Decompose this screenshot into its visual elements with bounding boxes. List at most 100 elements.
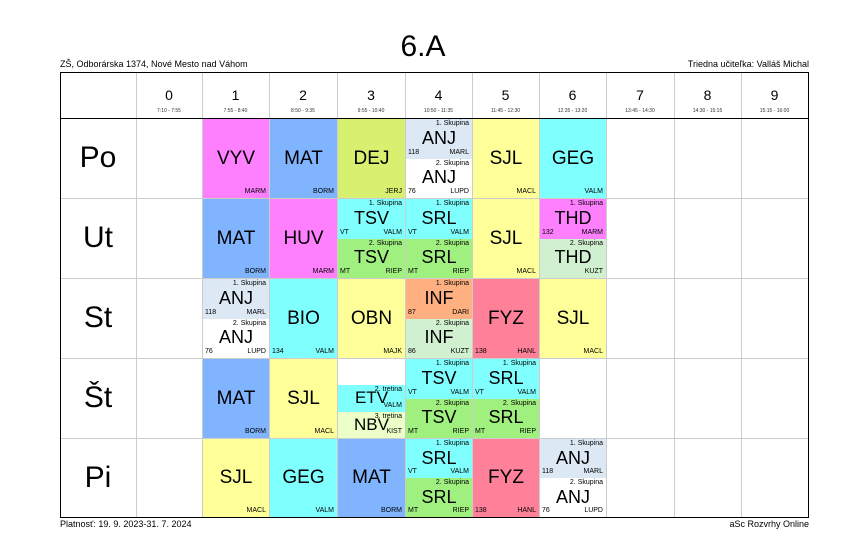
lesson-group: 2. Skupina [368,239,402,247]
lesson-subject: MAT [284,147,323,169]
day-label: Ut [83,221,113,254]
day-label: Pi [84,460,112,494]
lesson-cell[interactable]: MAT BORM [338,439,405,517]
lesson-cell[interactable]: DEJ JERJ [338,119,405,198]
lesson-cell[interactable]: INF 2. Skupina KUZT 86 [406,318,472,358]
lesson-subject: SRL [421,447,457,468]
lesson-cell[interactable]: ANJ 1. Skupina MARL 118 [406,119,472,159]
grid-vline [539,73,540,517]
lesson-cell[interactable]: SRL 1. Skupina VALM VT [473,359,539,399]
lesson-group: 3. tretina [374,412,402,420]
lesson-teacher: BORM [245,428,266,435]
lesson-teacher: VALM [383,401,402,409]
lesson-cell[interactable]: OBN MAJK [338,279,405,358]
lesson-teacher: RIEP [452,507,469,514]
lesson-teacher: VALM [450,228,469,236]
period-time: 13:45 - 14:30 [625,108,655,114]
lesson-cell[interactable]: INF 1. Skupina DARI 87 [406,279,472,319]
grid-hline [61,278,808,279]
lesson-subject: SJL [556,307,590,329]
lesson-cell[interactable]: ETV 2. tretina VALM [338,385,405,412]
lesson-subject: OBN [350,307,393,329]
lesson-cell[interactable]: ANJ 1. Skupina MARL 118 [203,279,269,319]
lesson-cell[interactable]: SRL 2. Skupina RIEP MT [406,478,472,517]
lesson-cell[interactable]: ANJ 1. Skupina MARL 118 [540,439,606,478]
lesson-teacher: LUPD [247,348,266,355]
lesson-teacher: RIEP [452,428,469,435]
lesson-cell[interactable]: SRL 1. Skupina VALM VT [406,199,472,239]
lesson-cell[interactable]: TSV 1. Skupina VALM VT [406,359,472,399]
lesson-subject: SRL [488,367,524,388]
lesson-cell[interactable]: FYZ HANL 138 [473,439,539,517]
lesson-subject: MAT [216,387,256,409]
lesson-cell[interactable]: VYV MARM [203,119,269,198]
lesson-cell[interactable]: GEG VALM [270,439,337,517]
period-time: 11:45 - 12:30 [490,108,521,114]
lesson-teacher: LUPD [584,507,603,514]
lesson-cell[interactable]: FYZ HANL 138 [473,279,539,358]
school-name: ZŠ, Odborárska 1374, Nové Mesto nad Váho… [60,59,248,69]
lesson-cell[interactable]: ANJ 2. Skupina LUPD 76 [406,158,472,198]
grid-vline [674,73,675,517]
period-header: 9 15:15 - 16:00 [741,73,808,117]
lesson-cell[interactable]: MAT BORM [270,119,337,198]
lesson-room: 86 [408,348,416,355]
lesson-teacher: HANL [517,348,536,355]
lesson-group: 2. tretina [374,386,402,394]
lesson-teacher: LUPD [450,188,469,195]
lesson-group: 1. Skupina [368,200,402,207]
lesson-cell[interactable]: SJL MACL [540,279,606,358]
lesson-group: 2. Skupina [569,479,603,486]
grid-vline [136,73,137,517]
lesson-cell[interactable]: SJL MACL [473,199,539,278]
lesson-cell[interactable]: MAT BORM [203,199,269,278]
lesson-cell[interactable]: ANJ 2. Skupina LUPD 76 [540,478,606,517]
lesson-cell[interactable]: SRL 2. Skupina RIEP MT [406,238,472,278]
lesson-subject: THD [554,207,592,228]
period-header: 7 13:45 - 14:30 [606,73,674,117]
lesson-teacher: MACL [314,428,334,435]
lesson-group: 1. Skupina [502,360,536,367]
period-number: 7 [636,87,644,103]
lesson-room: 138 [475,348,487,355]
lesson-room: 76 [408,188,416,195]
period-number: 8 [703,87,712,103]
period-header: 2 8:50 - 9:35 [269,73,337,117]
period-time: 8:50 - 9:35 [291,108,315,114]
lesson-cell[interactable]: MAT BORM [203,359,269,438]
lesson-cell[interactable]: ANJ 2. Skupina LUPD 76 [203,318,269,358]
lesson-teacher: MARL [583,468,603,475]
lesson-group: 1. Skupina [232,280,266,287]
lesson-cell[interactable]: SRL 2. Skupina RIEP MT [473,398,539,438]
lesson-teacher: MARM [312,268,334,275]
lesson-teacher: VALM [517,388,536,396]
lesson-room: 134 [272,348,284,355]
lesson-cell[interactable]: TSV 2. Skupina RIEP MT [338,238,405,278]
lesson-cell[interactable]: SJL MACL [270,359,337,438]
lesson-cell[interactable]: SJL MACL [203,439,269,517]
lesson-room: MT [408,268,419,275]
lesson-subject: SJL [287,387,320,409]
lesson-teacher: JERJ [385,188,402,195]
lesson-cell[interactable]: GEG VALM [540,119,606,198]
lesson-cell[interactable]: THD 2. Skupina KUZT [540,238,606,278]
lesson-room: 76 [205,348,213,355]
lesson-room: 138 [475,507,487,514]
lesson-cell[interactable]: NBV 3. tretina KIST [338,411,405,438]
lesson-room: 118 [408,148,420,156]
lesson-group: 2. Skupina [435,239,469,247]
period-time: 15:15 - 16:00 [759,108,790,114]
lesson-cell[interactable]: THD 1. Skupina MARM 132 [540,199,606,239]
lesson-subject: TSV [353,207,389,228]
lesson-cell[interactable]: TSV 2. Skupina RIEP MT [406,398,472,438]
lesson-room: MT [408,507,419,514]
grid-vline [741,73,742,517]
lesson-cell[interactable]: TSV 1. Skupina VALM VT [338,199,405,239]
lesson-cell[interactable]: SJL MACL [473,119,539,198]
period-header: 6 12:35 - 13:20 [539,73,606,117]
lesson-cell[interactable]: BIO VALM 134 [270,279,337,358]
lesson-cell[interactable]: SRL 1. Skupina VALM VT [406,439,472,478]
lesson-subject: TSV [421,367,457,388]
lesson-cell[interactable]: HUV MARM [270,199,337,278]
lesson-teacher: KUZT [584,268,603,275]
